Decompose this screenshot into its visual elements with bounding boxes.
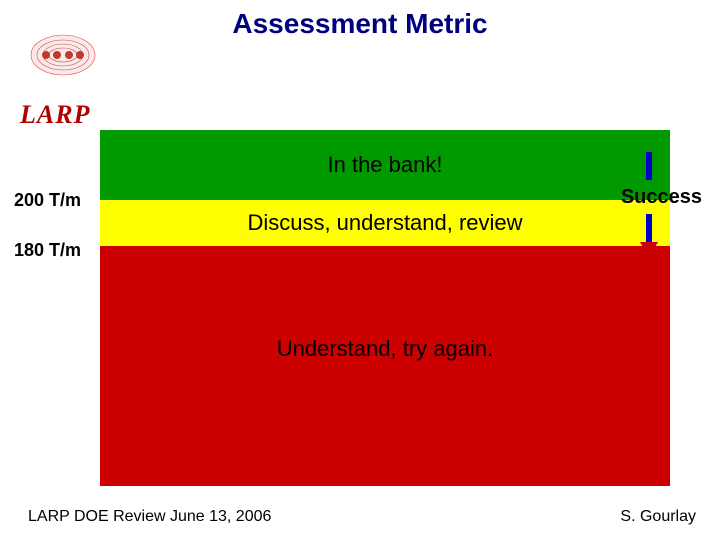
footer-right: S. Gourlay bbox=[620, 508, 696, 526]
band-red-label: Understand, try again. bbox=[277, 336, 493, 362]
band-green-label: In the bank! bbox=[328, 152, 443, 178]
larp-logo-icon bbox=[28, 30, 98, 80]
page-title: Assessment Metric bbox=[0, 8, 720, 40]
band-green: In the bank! bbox=[100, 130, 670, 200]
band-yellow: Discuss, understand, review bbox=[100, 200, 670, 246]
band-yellow-label: Discuss, understand, review bbox=[247, 210, 522, 236]
footer-left: LARP DOE Review June 13, 2006 bbox=[28, 508, 271, 526]
larp-wordmark: LARP bbox=[20, 100, 90, 130]
slide: Assessment Metric LARP In the bank! Disc… bbox=[0, 0, 720, 540]
arrow-down-icon bbox=[640, 214, 658, 256]
axis-label-200tm: 200 T/m bbox=[14, 190, 81, 211]
band-red: Understand, try again. bbox=[100, 246, 670, 486]
success-label: Success bbox=[621, 186, 702, 209]
arrow-up-icon bbox=[640, 138, 658, 180]
axis-label-180tm: 180 T/m bbox=[14, 240, 81, 261]
